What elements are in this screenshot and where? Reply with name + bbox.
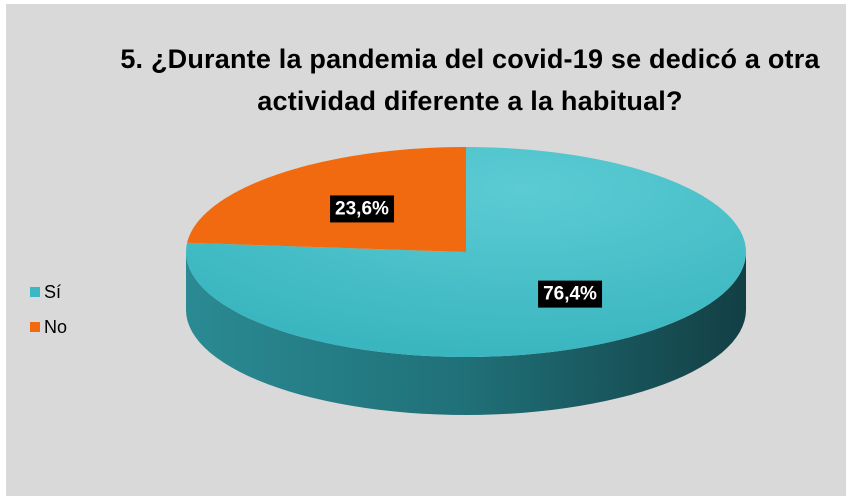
pie-slice [187,147,467,252]
pie-side [186,252,746,415]
legend-swatch [30,322,40,332]
data-label: 23,6% [335,198,389,219]
legend-swatch [30,287,40,297]
legend-label: Sí [44,282,61,302]
pie-slice [186,147,746,357]
data-label-box [538,280,603,308]
data-label-box [330,195,395,223]
data-label: 76,4% [543,284,597,305]
chart-title: 5. ¿Durante la pandemia del covid-19 se … [120,44,820,116]
legend-label: No [44,317,67,337]
